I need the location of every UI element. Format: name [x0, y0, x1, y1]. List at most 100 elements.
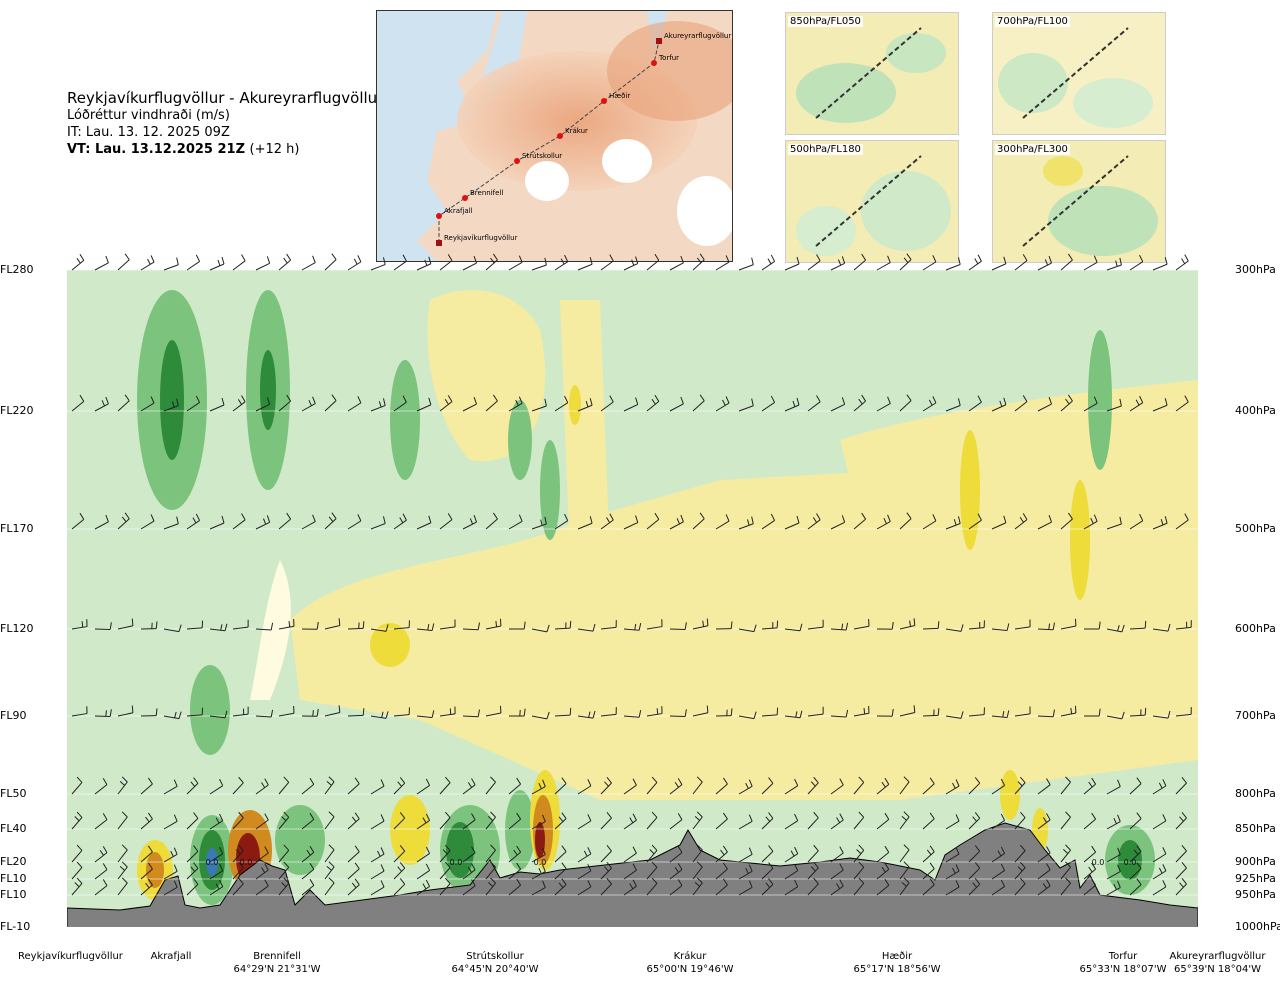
wind-barb-staff	[347, 402, 362, 412]
wind-barb-staff	[577, 886, 592, 896]
wind-barb-staff	[876, 884, 890, 896]
wind-barb-flag	[309, 862, 315, 870]
field-contour	[508, 400, 532, 480]
wind-barb-flag	[473, 256, 478, 264]
wind-barb-staff	[531, 264, 547, 271]
wind-barb-flag	[977, 513, 982, 521]
wind-barb-staff	[186, 520, 200, 530]
wind-barb-staff	[623, 263, 638, 271]
wind-barb-flag	[765, 882, 771, 888]
wind-barb-staff	[209, 853, 224, 863]
wind-barb	[623, 778, 637, 795]
field-contour	[446, 822, 474, 878]
wind-barb-staff	[991, 522, 1007, 530]
wind-barb-staff	[738, 853, 753, 863]
wind-barb-flag	[953, 519, 957, 526]
wind-barb-flag	[1048, 256, 1053, 264]
wind-barb-staff	[416, 715, 433, 719]
wind-barb	[485, 253, 498, 271]
wind-barb-staff	[830, 262, 845, 271]
wind-barb-flag	[145, 816, 150, 823]
wind-barb-staff	[255, 521, 270, 530]
wind-barb-flag	[656, 708, 659, 715]
wind-barb-staff	[508, 884, 521, 896]
wind-barb-flag	[1179, 882, 1185, 888]
wind-barb	[623, 846, 637, 863]
wind-barb	[71, 776, 83, 795]
wind-barb	[485, 705, 502, 717]
wind-barb-staff	[531, 786, 546, 795]
wind-barb-flag	[794, 813, 799, 821]
wind-barb-flag	[155, 708, 158, 716]
wind-barb	[209, 778, 224, 795]
wind-barb-flag	[1046, 846, 1051, 854]
wind-barb-flag	[1022, 254, 1028, 261]
wind-barb	[899, 394, 912, 412]
wind-barb-flag	[1186, 621, 1188, 629]
wind-barb	[347, 396, 362, 412]
wind-barb-flag	[1162, 880, 1167, 888]
wind-barb-staff	[1060, 259, 1073, 271]
wind-barb-staff	[1060, 866, 1071, 880]
wind-barb	[692, 776, 703, 795]
wind-barb-flag	[124, 394, 130, 402]
wind-barb-staff	[1175, 260, 1189, 271]
wind-barb-staff	[416, 785, 430, 795]
wind-barb	[140, 255, 155, 271]
wind-barb	[1175, 878, 1187, 896]
wind-barb	[922, 255, 937, 271]
wind-barb	[301, 708, 319, 717]
field-contour	[1118, 840, 1142, 880]
wind-barb-flag	[399, 862, 406, 869]
wind-barb-staff	[347, 627, 364, 630]
wind-barb	[1060, 844, 1071, 863]
wind-barb-flag	[1046, 863, 1051, 871]
wind-barb	[1014, 811, 1026, 830]
wind-barb	[715, 514, 730, 530]
wind-barb-flag	[952, 782, 956, 789]
wind-barb	[715, 878, 728, 896]
wind-barb	[761, 812, 774, 830]
wind-barb	[715, 812, 728, 830]
wind-barb-staff	[140, 520, 155, 530]
wind-barb	[1106, 516, 1122, 530]
wind-barb	[370, 711, 389, 719]
wind-barb-flag	[1065, 877, 1071, 884]
wind-barb-flag	[887, 514, 891, 522]
wind-barb-flag	[283, 257, 288, 264]
wind-barb-flag	[447, 254, 453, 261]
wind-barb-staff	[715, 402, 730, 412]
wind-barb-staff	[945, 628, 962, 632]
lead-time: (+12 h)	[249, 142, 300, 157]
wind-barb-flag	[471, 813, 476, 821]
wind-barb-staff	[324, 712, 340, 717]
wind-barb	[209, 710, 228, 719]
wind-barb-staff	[163, 523, 179, 530]
wind-barb-flag	[606, 845, 612, 852]
wind-barb-staff	[853, 712, 870, 717]
wind-barb-staff	[1037, 521, 1052, 530]
wind-barb-flag	[1140, 709, 1142, 716]
wind-barb-flag	[1046, 879, 1051, 887]
wind-barb-flag	[445, 811, 451, 818]
wind-barb-staff	[462, 628, 479, 631]
wind-barb-flag	[1000, 813, 1006, 821]
wind-barb	[761, 254, 776, 271]
wind-barb-flag	[1160, 518, 1164, 526]
wind-barb	[784, 846, 799, 863]
wind-barb-flag	[680, 514, 684, 522]
wind-barb	[370, 880, 385, 896]
wind-barb-staff	[370, 853, 385, 863]
wind-barb-staff	[600, 850, 612, 863]
wind-barb-staff	[531, 871, 546, 880]
wind-barb-flag	[195, 513, 201, 521]
wind-barb	[278, 844, 290, 863]
wind-barb-staff	[1152, 522, 1168, 530]
wind-barb	[807, 877, 819, 896]
wind-barb-staff	[830, 715, 847, 718]
wind-barb-flag	[957, 257, 961, 265]
wind-barb-flag	[564, 395, 569, 403]
wind-barb-flag	[238, 877, 244, 885]
wind-barb-staff	[853, 518, 866, 530]
wind-barb-flag	[957, 516, 961, 524]
